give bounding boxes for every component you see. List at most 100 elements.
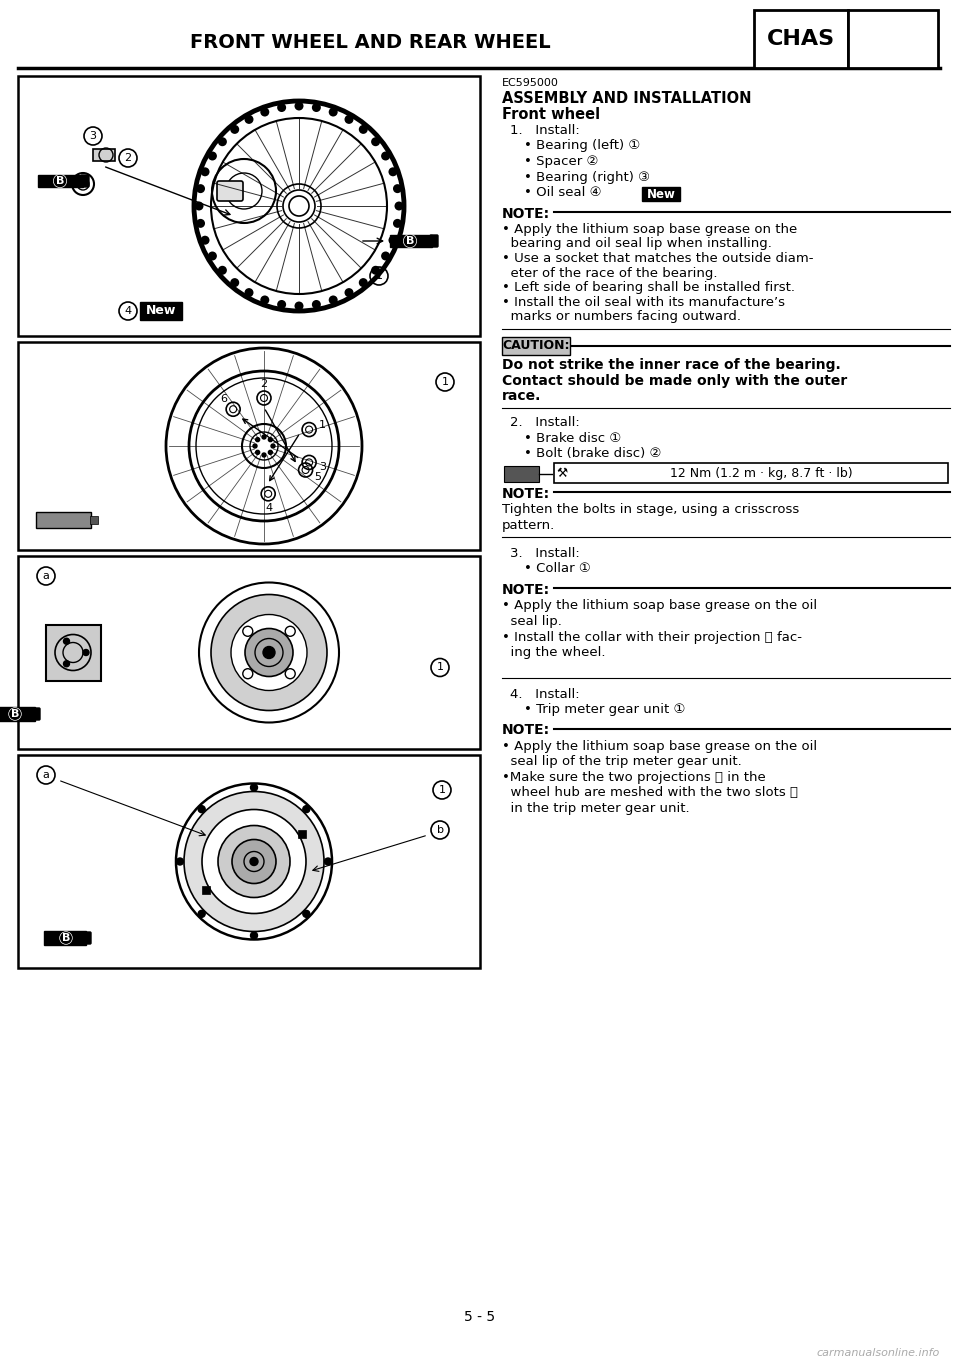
Text: Contact should be made only with the outer: Contact should be made only with the out…	[502, 373, 848, 388]
Text: wheel hub are meshed with the two slots Ⓑ: wheel hub are meshed with the two slots …	[502, 786, 798, 800]
FancyBboxPatch shape	[430, 235, 438, 247]
Text: B: B	[61, 933, 70, 942]
Text: bearing and oil seal lip when installing.: bearing and oil seal lip when installing…	[502, 238, 772, 250]
Bar	[848, 10, 938, 68]
Text: a: a	[42, 770, 49, 779]
Circle shape	[271, 444, 275, 448]
Text: • Use a socket that matches the outside diam-: • Use a socket that matches the outside …	[502, 253, 813, 265]
Text: carmanualsonline.info: carmanualsonline.info	[817, 1348, 940, 1358]
Circle shape	[230, 125, 239, 134]
Text: 1: 1	[375, 272, 382, 281]
Text: pattern.: pattern.	[502, 519, 555, 531]
Circle shape	[177, 858, 183, 865]
Bar	[18, 342, 480, 550]
Circle shape	[302, 805, 310, 812]
Text: • Bearing (left) ①: • Bearing (left) ①	[524, 140, 640, 152]
Circle shape	[302, 910, 310, 917]
Text: b: b	[437, 826, 444, 835]
Circle shape	[196, 185, 205, 193]
Text: 1: 1	[439, 785, 445, 794]
Bar	[18, 755, 480, 968]
Text: • Bearing (right) ③: • Bearing (right) ③	[524, 171, 650, 183]
Circle shape	[195, 201, 204, 210]
Bar	[18, 76, 480, 335]
FancyBboxPatch shape	[32, 708, 40, 720]
Text: in the trip meter gear unit.: in the trip meter gear unit.	[502, 803, 689, 815]
Circle shape	[198, 805, 205, 812]
Circle shape	[251, 784, 257, 790]
Circle shape	[83, 649, 89, 656]
Circle shape	[312, 103, 321, 111]
Circle shape	[251, 932, 257, 938]
Text: 6: 6	[221, 394, 228, 403]
Circle shape	[245, 629, 293, 676]
Circle shape	[381, 152, 390, 160]
Circle shape	[372, 266, 380, 274]
Circle shape	[232, 839, 276, 884]
Text: Do not strike the inner race of the bearing.: Do not strike the inner race of the bear…	[502, 359, 841, 372]
Bar	[390, 235, 432, 247]
Circle shape	[312, 300, 321, 310]
Text: B: B	[11, 709, 19, 718]
Text: 4.   Install:: 4. Install:	[510, 687, 580, 701]
Circle shape	[393, 219, 402, 228]
Text: 4: 4	[266, 502, 273, 513]
Text: marks or numbers facing outward.: marks or numbers facing outward.	[502, 310, 741, 323]
Text: B: B	[406, 236, 414, 246]
Circle shape	[389, 167, 397, 177]
Text: 1: 1	[442, 378, 448, 387]
Circle shape	[81, 182, 85, 186]
Text: NOTE:: NOTE:	[502, 583, 550, 598]
Text: • Trip meter gear unit ①: • Trip meter gear unit ①	[524, 703, 685, 716]
Text: ASSEMBLY AND INSTALLATION: ASSEMBLY AND INSTALLATION	[502, 91, 752, 106]
Text: • Install the oil seal with its manufacture’s: • Install the oil seal with its manufact…	[502, 296, 785, 308]
Circle shape	[63, 638, 69, 644]
FancyBboxPatch shape	[217, 181, 243, 201]
Text: ing the wheel.: ing the wheel.	[502, 646, 606, 659]
Circle shape	[393, 185, 402, 193]
Text: NOTE:: NOTE:	[502, 206, 550, 220]
Circle shape	[198, 910, 205, 917]
Text: • Apply the lithium soap base grease on the oil: • Apply the lithium soap base grease on …	[502, 599, 817, 612]
Bar	[44, 932, 86, 945]
Bar	[754, 10, 848, 68]
Bar	[38, 175, 83, 187]
Text: B: B	[56, 177, 64, 186]
Circle shape	[218, 266, 227, 274]
FancyBboxPatch shape	[83, 932, 91, 944]
Bar	[202, 885, 209, 894]
Text: New: New	[647, 187, 676, 201]
Text: • Spacer ②: • Spacer ②	[524, 155, 598, 168]
Circle shape	[202, 809, 306, 914]
Circle shape	[295, 102, 303, 110]
Text: NOTE:: NOTE:	[502, 724, 550, 737]
Circle shape	[260, 107, 270, 117]
Circle shape	[208, 152, 217, 160]
Circle shape	[196, 219, 205, 228]
Text: Tighten the bolts in stage, using a crisscross: Tighten the bolts in stage, using a cris…	[502, 502, 800, 516]
Text: CHAS: CHAS	[767, 29, 835, 49]
Bar	[0, 708, 35, 721]
Bar	[504, 466, 539, 482]
Circle shape	[359, 278, 368, 287]
Text: 5: 5	[314, 473, 322, 482]
Text: ⚒: ⚒	[557, 467, 567, 479]
FancyBboxPatch shape	[81, 175, 89, 187]
Text: 3: 3	[319, 462, 325, 473]
Circle shape	[269, 451, 273, 455]
Text: 12 Nm (1.2 m · kg, 8.7 ft · lb): 12 Nm (1.2 m · kg, 8.7 ft · lb)	[670, 467, 852, 479]
Text: CAUTION:: CAUTION:	[502, 340, 569, 352]
Text: 1.   Install:: 1. Install:	[510, 124, 580, 137]
Text: • Oil seal ④: • Oil seal ④	[524, 186, 602, 200]
Circle shape	[912, 38, 922, 48]
Circle shape	[864, 38, 874, 48]
Bar	[36, 512, 91, 528]
Bar	[18, 555, 480, 750]
Circle shape	[245, 288, 253, 297]
Text: 5 - 5: 5 - 5	[465, 1310, 495, 1324]
Text: race.: race.	[502, 390, 541, 403]
Text: a: a	[42, 570, 49, 581]
Text: • Apply the lithium soap base grease on the oil: • Apply the lithium soap base grease on …	[502, 740, 817, 752]
Text: 1: 1	[319, 420, 325, 429]
Bar	[140, 301, 182, 320]
